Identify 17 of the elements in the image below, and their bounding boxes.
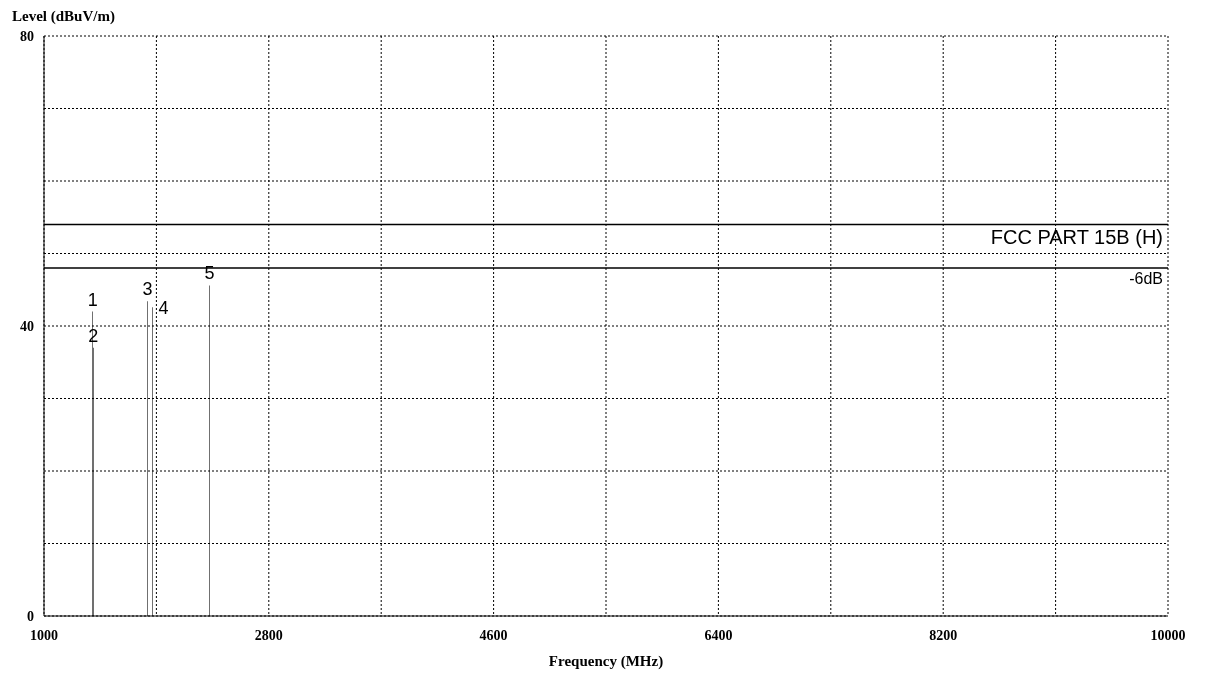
annotation: 4 — [158, 297, 169, 318]
y-tick-label: 80 — [20, 28, 34, 44]
y-axis-title: Level (dBuV/m) — [11, 8, 116, 26]
x-tick-label: 10000 — [1150, 627, 1186, 643]
x-tick-label: 8200 — [929, 627, 958, 643]
x-tick-label: 6400 — [704, 627, 733, 643]
ref-line-label: FCC PART 15B (H) — [990, 225, 1163, 248]
y-tick-label: 40 — [20, 318, 34, 334]
x-axis-title: Frequency (MHz) — [548, 653, 664, 670]
ref-line-label: -6dB — [1129, 270, 1163, 288]
annotation: 3 — [142, 279, 153, 300]
y-tick-label: 0 — [27, 608, 34, 624]
annotation: 1 — [87, 289, 98, 310]
annotation: 5 — [204, 263, 215, 284]
x-tick-label: 1000 — [30, 627, 58, 643]
x-tick-label: 4600 — [479, 627, 508, 643]
x-tick-label: 2800 — [254, 627, 283, 643]
